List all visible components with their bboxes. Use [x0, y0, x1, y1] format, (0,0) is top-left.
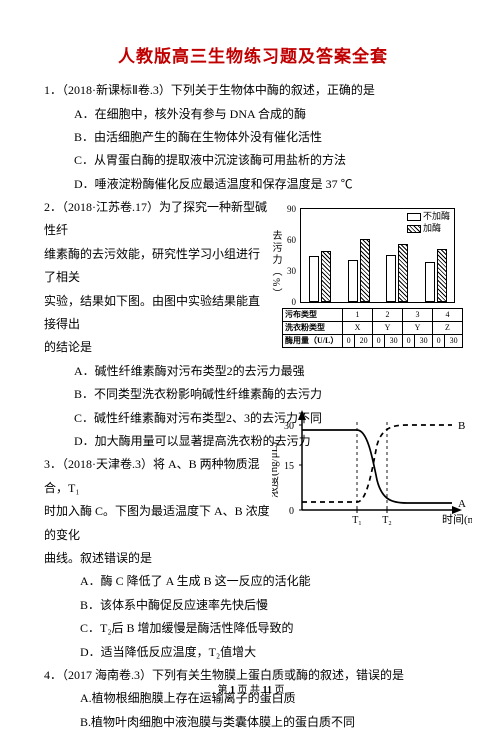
- svg-text:15: 15: [284, 461, 294, 472]
- r2c1: X: [343, 322, 373, 335]
- r3c2a: 0: [373, 335, 385, 348]
- r3c3a: 0: [403, 335, 415, 348]
- q2-stem-3: 实验，结果如下图。由图中实验结果能直接得出: [44, 290, 270, 337]
- q3-D: D．适当降低反应温度，T₂值增大: [44, 641, 462, 664]
- r1c2: 2: [373, 309, 403, 322]
- legend-enzyme: 加酶: [423, 223, 441, 233]
- svg-text:浓度(ng/μL): 浓度(ng/μL): [272, 442, 280, 498]
- svg-text:时间(min): 时间(min): [442, 513, 472, 526]
- q1-B: B．由活细胞产生的酶在生物体外没有催化活性: [44, 126, 462, 149]
- svg-text:T₂: T₂: [382, 515, 392, 526]
- r2c4: Z: [433, 322, 463, 335]
- ytick-30: 30: [287, 266, 296, 276]
- svg-text:0: 0: [289, 506, 294, 517]
- q3-stem-3: 曲线。叙述错误的是: [44, 547, 270, 570]
- ytick-60: 60: [287, 235, 296, 245]
- row2-label: 洗衣粉类型: [283, 322, 343, 335]
- svg-text:30: 30: [284, 421, 294, 432]
- q1-D: D．唾液淀粉酶催化反应最适温度和保存温度是 37 ℃: [44, 173, 462, 196]
- r3c1b: 20: [355, 335, 373, 348]
- ytick-0: 0: [292, 297, 297, 307]
- svg-text:B: B: [458, 420, 465, 432]
- q2-stem-2: 维素酶的去污效能，研究性学习小组进行了相关: [44, 243, 270, 290]
- svg-text:T₁: T₁: [352, 515, 362, 526]
- q1-stem: 1．（2018·新课标Ⅱ卷.3）下列关于生物体中酶的叙述，正确的是: [44, 79, 462, 102]
- q4-B: B.植物叶肉细胞中液泡膜与类囊体膜上的蛋白质不同: [44, 711, 462, 734]
- ytick-90: 90: [287, 204, 296, 214]
- r3c4b: 30: [445, 335, 463, 348]
- q1-A: A．在细胞中，核外没有参与 DNA 合成的酶: [44, 103, 462, 126]
- r3c4a: 0: [433, 335, 445, 348]
- bar-chart: 去污力（%） 0 30 60 90 不加酶 加酶 污布类型 1 2 3 4 洗衣…: [270, 208, 470, 378]
- r3c2b: 30: [385, 335, 403, 348]
- document-title: 人教版高三生物练习题及答案全套: [44, 40, 462, 73]
- q2-stem-1: 2．（2018·江苏卷.17）为了探究一种新型碱性纤: [44, 196, 270, 243]
- q3-stem-1: 3．（2018·天津卷.3）将 A、B 两种物质混合，T₁: [44, 453, 270, 500]
- chart1-frame: 0 30 60 90 不加酶 加酶: [300, 208, 455, 303]
- chart1-table: 污布类型 1 2 3 4 洗衣粉类型 X Y Y Z 酶用量（U/L） 0 20…: [282, 308, 463, 348]
- r3c1a: 0: [343, 335, 355, 348]
- r1c1: 1: [343, 309, 373, 322]
- q1-C: C．从胃蛋白酶的提取液中沉淀该酶可用盐析的方法: [44, 149, 462, 172]
- chart1-legend: 不加酶 加酶: [407, 211, 450, 234]
- q3-stem-2: 时加入酶 C。下图为最适温度下 A、B 浓度的变化: [44, 500, 270, 547]
- row1-label: 污布类型: [283, 309, 343, 322]
- legend-no-enzyme: 不加酶: [423, 211, 450, 221]
- r1c3: 3: [403, 309, 433, 322]
- row3-label: 酶用量（U/L）: [283, 335, 343, 348]
- q3-C: C．T₂后 B 增加缓慢是酶活性降低导致的: [44, 617, 462, 640]
- r1c4: 4: [433, 309, 463, 322]
- r2c3: Y: [403, 322, 433, 335]
- chart1-ylabel: 去污力（%）: [268, 230, 283, 300]
- line-chart: 0 15 30 浓度(ng/μL) T₁ T₂ 时间(min) A B: [272, 400, 472, 535]
- q3-A: A．酶 C 降低了 A 生成 B 这一反应的活化能: [44, 570, 462, 593]
- page-footer: 第 1 页 共 11 页: [0, 681, 502, 696]
- svg-text:A: A: [458, 498, 466, 510]
- q2-stem-4: 的结论是: [44, 336, 270, 359]
- q3-B: B．该体系中酶促反应速率先快后慢: [44, 594, 462, 617]
- r2c2: Y: [373, 322, 403, 335]
- r3c3b: 30: [415, 335, 433, 348]
